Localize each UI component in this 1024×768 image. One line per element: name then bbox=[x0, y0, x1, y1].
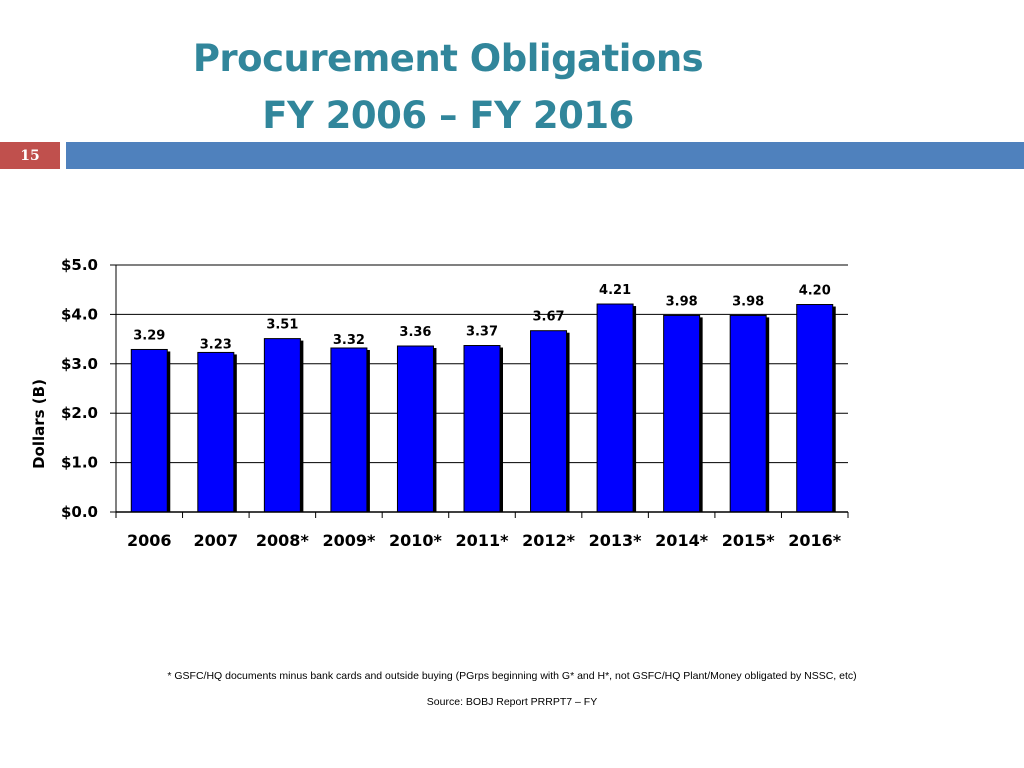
bar bbox=[130, 348, 168, 513]
y-tick-label: $5.0 bbox=[61, 256, 98, 274]
x-tick-label: 2008* bbox=[256, 531, 310, 550]
bar bbox=[596, 303, 634, 513]
data-label: 4.21 bbox=[599, 283, 631, 298]
data-label: 3.36 bbox=[399, 325, 431, 340]
bars bbox=[130, 303, 836, 513]
bar bbox=[330, 347, 368, 513]
x-tick-label: 2010* bbox=[389, 531, 443, 550]
x-tick-label: 2014* bbox=[655, 531, 709, 550]
data-label: 3.67 bbox=[533, 310, 565, 325]
data-label: 4.20 bbox=[799, 284, 831, 299]
header-bar bbox=[66, 142, 1024, 169]
data-label: 3.98 bbox=[666, 294, 698, 309]
x-tick-label: 2011* bbox=[456, 531, 510, 550]
y-axis-label: Dollars (B) bbox=[30, 379, 48, 469]
data-label: 3.51 bbox=[266, 318, 298, 333]
bar-chart: $0.0 $1.0 $2.0 $3.0 $4.0 $5.0 3.29 2006 3.23 2007… bbox=[30, 256, 849, 550]
x-tick-label: 2009* bbox=[322, 531, 376, 550]
y-tick-label: $3.0 bbox=[61, 355, 98, 373]
x-tick-label: 2016* bbox=[788, 531, 842, 550]
y-tick-label: $0.0 bbox=[61, 503, 98, 521]
bar bbox=[263, 338, 301, 513]
slide-title: Procurement Obligations FY 2006 – FY 201… bbox=[0, 30, 896, 144]
x-tick-label: 2015* bbox=[722, 531, 776, 550]
x-tick-label: 2013* bbox=[589, 531, 643, 550]
bar bbox=[197, 351, 235, 513]
x-tick-label: 2007 bbox=[194, 531, 239, 550]
bar bbox=[729, 314, 767, 513]
data-label: 3.37 bbox=[466, 325, 498, 340]
data-label: 3.98 bbox=[732, 294, 764, 309]
y-tick-label: $2.0 bbox=[61, 404, 98, 422]
y-tick-label: $1.0 bbox=[61, 454, 98, 472]
slide-title-line-1: Procurement Obligations bbox=[192, 37, 704, 80]
data-label: 3.29 bbox=[133, 328, 165, 343]
y-tick-label: $4.0 bbox=[61, 305, 98, 323]
labels: $0.0 $1.0 $2.0 $3.0 $4.0 $5.0 3.29 2006 3.23 2007… bbox=[30, 256, 842, 550]
bar bbox=[663, 314, 701, 513]
x-tick-label: 2012* bbox=[522, 531, 576, 550]
source-note: Source: BOBJ Report PRRPT7 – FY bbox=[426, 696, 598, 708]
x-tick-label: 2006 bbox=[127, 531, 172, 550]
bar bbox=[530, 330, 568, 513]
bar bbox=[396, 345, 434, 513]
bar bbox=[796, 304, 834, 513]
slide-title-line-2: FY 2006 – FY 2016 bbox=[262, 94, 634, 137]
page-number-badge: 15 bbox=[0, 142, 60, 169]
axes bbox=[110, 264, 849, 518]
page-number: 15 bbox=[20, 147, 40, 164]
footnote: * GSFC/HQ documents minus bank cards and… bbox=[167, 670, 857, 682]
data-label: 3.32 bbox=[333, 333, 365, 348]
bar bbox=[463, 345, 501, 513]
data-label: 3.23 bbox=[200, 337, 232, 352]
